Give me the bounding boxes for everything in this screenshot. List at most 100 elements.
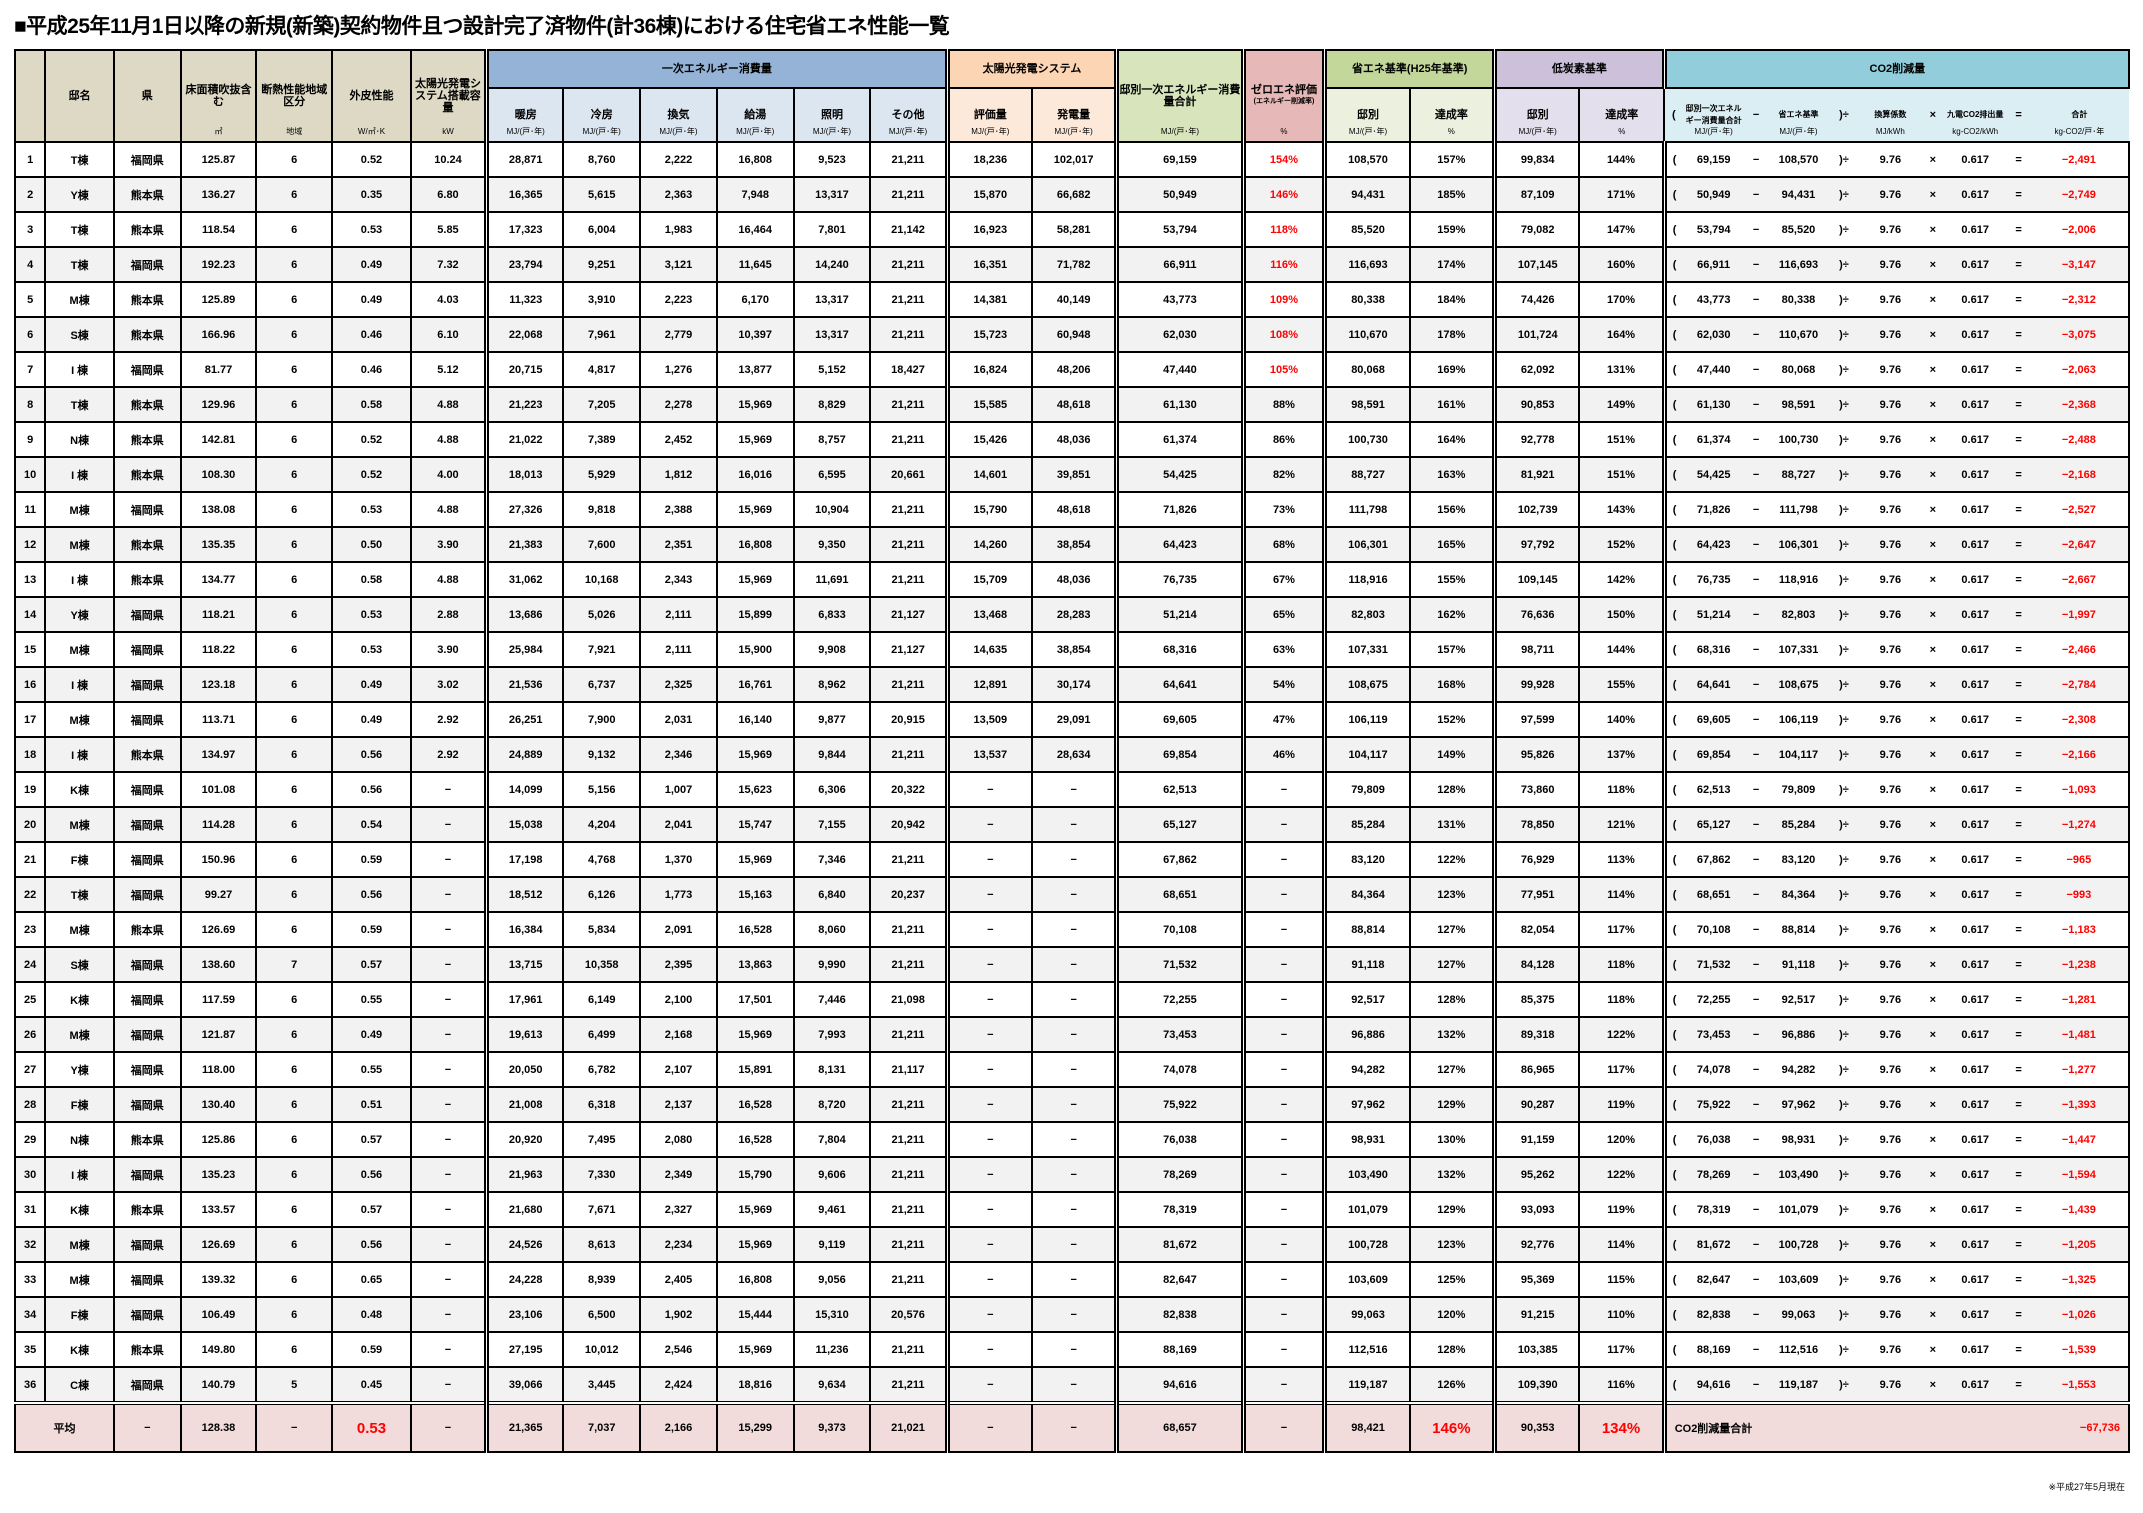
co2-factor: 9.76 <box>1858 1156 1923 1193</box>
co2-house-total: 71,532 <box>1682 946 1745 983</box>
co2-minus: − <box>1744 701 1768 738</box>
cell-col-11: 6,840 <box>792 876 872 913</box>
cell-col-17: 108,570 <box>1322 141 1411 178</box>
cell-col-17: 98,931 <box>1322 1121 1411 1158</box>
cell-col-18: 122% <box>1408 841 1496 878</box>
cell-col-7: 17,198 <box>484 841 565 878</box>
cell-col-15: 64,641 <box>1114 666 1245 703</box>
cell-col-4: 6 <box>255 981 334 1018</box>
co2-times: × <box>1922 981 1943 1018</box>
cell-col-18: 128% <box>1408 771 1496 808</box>
co2-open-paren: ( <box>1661 981 1683 1018</box>
cell-col-17: 108,675 <box>1322 666 1411 703</box>
header-primary-5-label: その他 <box>891 109 925 121</box>
co2-open-paren: ( <box>1661 946 1683 983</box>
cell-col-10: 13,863 <box>715 946 795 983</box>
co2-divide: )÷ <box>1829 526 1859 563</box>
cell-col-10: 15,969 <box>715 561 795 598</box>
cell-col-2: 福岡県 <box>112 841 182 878</box>
cell-col-12: 21,211 <box>869 1086 949 1123</box>
cell-col-11: 7,155 <box>792 806 872 843</box>
cell-col-19: 85,375 <box>1492 981 1581 1018</box>
header-primary-energy: 一次エネルギー消費量 <box>484 49 949 89</box>
cell-col-9: 1,007 <box>639 771 718 808</box>
cell-col-19: 73,860 <box>1492 771 1581 808</box>
co2-total-label: CO2削減量合計 <box>1661 1401 1943 1453</box>
cell-col-8: 5,834 <box>562 911 642 948</box>
cell-col-2: 熊本県 <box>112 211 182 248</box>
cell-col-6: 4.88 <box>409 421 488 458</box>
cell-col-12: 21,098 <box>869 981 949 1018</box>
cell-col-14: − <box>1030 946 1118 983</box>
co2-equals: = <box>2007 666 2030 703</box>
cell-col-5: 0.57 <box>331 946 412 983</box>
cell-col-7: 17,323 <box>484 211 565 248</box>
cell-col-1: T棟 <box>44 876 115 913</box>
cell-col-4: 6 <box>255 526 334 563</box>
cell-col-14: 39,851 <box>1030 456 1118 493</box>
cell-col-9: 1,370 <box>639 841 718 878</box>
cell-col-6: − <box>409 1086 488 1123</box>
cell-col-11: 8,757 <box>792 421 872 458</box>
co2-house-total: 67,862 <box>1682 841 1745 878</box>
cell-col-5: 0.53 <box>331 596 412 633</box>
header-primary-4-label: 照明 <box>820 109 843 121</box>
co2-standard: 97,962 <box>1767 1086 1830 1123</box>
cell-col-5: 0.48 <box>331 1296 412 1333</box>
cell-col-18: 127% <box>1408 946 1496 983</box>
cell-col-10: 15,969 <box>715 421 795 458</box>
cell-col-5: 0.56 <box>331 876 412 913</box>
cell-col-19: 92,776 <box>1492 1226 1581 1263</box>
co2-times: × <box>1922 526 1943 563</box>
cell-col-6: − <box>409 1331 488 1368</box>
co2-result: −1,093 <box>2029 771 2131 808</box>
co2-emission: 0.617 <box>1942 386 2008 423</box>
cell-col-2: 熊本県 <box>112 1191 182 1228</box>
cell-col-8: 6,782 <box>562 1051 642 1088</box>
co2-standard: 108,570 <box>1767 141 1830 178</box>
co2-open-paren: ( <box>1661 736 1683 773</box>
cell-col-18: 132% <box>1408 1016 1496 1053</box>
co2-result: −3,147 <box>2029 246 2131 283</box>
cell-col-17: 88,727 <box>1322 456 1411 493</box>
cell-col-16: − <box>1240 1156 1326 1193</box>
average-col-8: 7,037 <box>562 1401 642 1453</box>
co2-house-total: 76,735 <box>1682 561 1745 598</box>
co2-minus: − <box>1744 1191 1768 1228</box>
co2-house-total: 54,425 <box>1682 456 1745 493</box>
cell-col-14: 71,782 <box>1030 246 1118 283</box>
cell-col-15: 82,838 <box>1114 1296 1245 1333</box>
cell-col-0: 30 <box>13 1156 47 1193</box>
average-col-7: 21,365 <box>484 1401 565 1453</box>
co2-factor: 9.76 <box>1858 211 1923 248</box>
cell-col-4: 6 <box>255 141 334 178</box>
cell-col-8: 9,818 <box>562 491 642 528</box>
cell-col-3: 134.97 <box>179 736 258 773</box>
cell-col-4: 6 <box>255 876 334 913</box>
cell-col-14: 38,854 <box>1030 526 1118 563</box>
cell-col-3: 113.71 <box>179 701 258 738</box>
cell-col-11: 13,317 <box>792 176 872 213</box>
co2-open-paren: ( <box>1661 876 1683 913</box>
cell-col-18: 128% <box>1408 1331 1496 1368</box>
co2-equals: = <box>2007 806 2030 843</box>
cell-col-5: 0.45 <box>331 1366 412 1404</box>
cell-col-12: 21,211 <box>869 316 949 353</box>
cell-col-13: − <box>944 1296 1033 1333</box>
co2-minus: − <box>1744 631 1768 668</box>
header-zone: 断熱性能地域区分 地域 <box>255 49 334 143</box>
cell-col-0: 33 <box>13 1261 47 1298</box>
co2-house-total: 64,641 <box>1682 666 1745 703</box>
header-std-0-unit: MJ/(戸･年) <box>1348 127 1388 136</box>
cell-col-0: 4 <box>13 246 47 283</box>
cell-col-2: 熊本県 <box>112 526 182 563</box>
co2-symbol: × <box>1922 87 1943 143</box>
co2-minus: − <box>1744 281 1768 318</box>
cell-col-19: 79,082 <box>1492 211 1581 248</box>
cell-col-6: − <box>409 1051 488 1088</box>
cell-col-15: 74,078 <box>1114 1051 1245 1088</box>
cell-col-6: − <box>409 1296 488 1333</box>
co2-equals: = <box>2007 386 2030 423</box>
co2-symbol: ( <box>1664 87 1683 143</box>
cell-col-9: 3,121 <box>639 246 718 283</box>
